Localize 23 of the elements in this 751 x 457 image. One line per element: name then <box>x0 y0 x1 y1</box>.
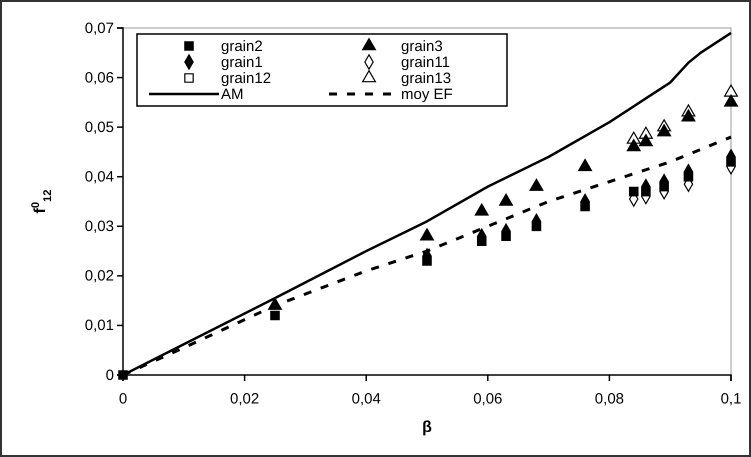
legend-label: grain2 <box>221 38 263 55</box>
x-axis-title: β <box>422 419 432 436</box>
y-tick-label: 0,03 <box>84 218 114 236</box>
y-tick-label: 0,05 <box>84 118 114 136</box>
x-tick-label: 0,08 <box>594 390 624 408</box>
legend-label: AM <box>221 86 244 103</box>
x-tick-label: 0,06 <box>473 390 502 408</box>
legend-label: grain1 <box>221 54 263 71</box>
legend-label: grain11 <box>401 54 450 71</box>
y-tick-label: 0,01 <box>84 317 114 334</box>
legend-label: grain13 <box>401 70 452 87</box>
y-tick-label: 0,07 <box>84 20 114 37</box>
x-tick-label: 0,1 <box>720 390 742 408</box>
y-tick-label: 0 <box>106 366 114 384</box>
legend-label: grain3 <box>401 38 443 55</box>
y-tick-label: 0,02 <box>84 268 114 285</box>
y-tick-label: 0,06 <box>84 69 114 86</box>
x-tick-label: 0,04 <box>352 390 381 408</box>
y-tick-label: 0,04 <box>84 168 114 186</box>
legend-label: moy EF <box>401 86 453 103</box>
x-tick-label: 0,02 <box>230 390 260 408</box>
legend-label: grain12 <box>221 70 272 87</box>
x-tick-label: 0 <box>118 390 128 408</box>
